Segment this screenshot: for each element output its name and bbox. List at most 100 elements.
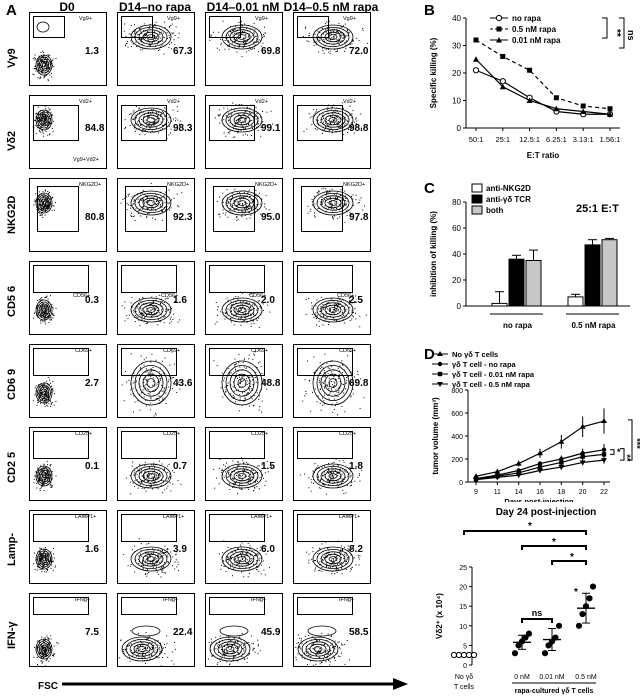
flow-dot <box>164 653 166 655</box>
flow-dot <box>311 204 313 206</box>
flow-dot <box>162 211 164 213</box>
flow-dot <box>147 381 149 382</box>
flow-dot <box>154 473 156 474</box>
flow-dot <box>143 364 145 366</box>
flow-dot <box>329 392 331 394</box>
flow-dot <box>236 472 238 474</box>
flow-dot <box>147 200 149 202</box>
flow-dot <box>51 471 53 473</box>
flow-dot <box>45 559 47 561</box>
flow-dot <box>345 203 347 205</box>
flow-dot <box>44 64 46 66</box>
flow-dot <box>168 117 170 119</box>
flow-dot <box>343 314 344 316</box>
flow-dot <box>230 211 232 213</box>
flow-dot <box>155 564 157 566</box>
flow-dot <box>140 215 142 217</box>
flow-dot <box>218 109 220 111</box>
flow-dot <box>239 44 241 46</box>
flow-dot <box>334 557 336 559</box>
flow-dot <box>330 474 332 476</box>
flow-plot <box>117 510 195 584</box>
flow-dot <box>46 208 48 209</box>
flow-dot <box>50 318 52 320</box>
flow-dot <box>163 301 165 303</box>
flow-dot <box>134 24 135 26</box>
flow-dot <box>140 564 142 566</box>
flow-dot <box>325 120 327 122</box>
flow-dot <box>241 380 243 382</box>
flow-contour <box>32 21 57 82</box>
flow-dot <box>219 114 221 116</box>
flow-dot <box>167 561 169 562</box>
flow-dot <box>153 558 155 560</box>
flow-dot <box>227 385 229 387</box>
flow-dot <box>47 644 49 646</box>
flow-dot <box>162 112 164 114</box>
flow-dot <box>42 67 44 69</box>
flow-dot <box>156 560 158 562</box>
flow-dot <box>318 51 320 53</box>
flow-dot <box>236 33 238 35</box>
flow-dot <box>350 128 352 130</box>
flow-dot <box>255 35 257 37</box>
flow-dot <box>319 569 321 571</box>
flow-dot <box>246 367 248 369</box>
flow-dot <box>248 33 250 35</box>
flow-dot <box>145 555 146 557</box>
flow-dot <box>158 555 160 557</box>
flow-dot <box>315 318 317 320</box>
flow-dot <box>322 382 324 383</box>
flow-dot <box>321 199 322 200</box>
flow-dot <box>230 31 232 33</box>
flow-dot <box>345 310 347 312</box>
flow-dot <box>358 556 360 558</box>
flow-dot <box>156 198 158 200</box>
flow-dot <box>152 367 154 368</box>
flow-dot <box>44 653 46 655</box>
flow-dot <box>225 312 227 314</box>
flow-dot <box>257 300 259 302</box>
flow-dot <box>41 567 43 569</box>
flow-dot <box>175 559 177 561</box>
flow-dot <box>338 386 340 388</box>
flow-dot <box>243 375 245 377</box>
flow-contour <box>118 625 176 666</box>
flow-contour-line <box>316 549 350 570</box>
flow-dot <box>306 128 308 130</box>
flow-dot <box>221 468 223 470</box>
flow-dot <box>145 383 147 385</box>
flow-dot <box>44 389 46 391</box>
flow-dot <box>43 649 45 650</box>
flow-dot <box>53 404 55 406</box>
flow-dot <box>136 479 138 481</box>
flow-dot <box>243 38 244 40</box>
flow-dot <box>142 129 144 131</box>
flow-dot <box>272 123 274 125</box>
flow-dot <box>337 121 339 123</box>
flow-dot <box>334 48 336 50</box>
flow-dot <box>247 483 249 485</box>
flow-dot <box>169 482 171 484</box>
flow-dot <box>135 117 137 119</box>
flow-dot <box>240 129 242 131</box>
flow-dot <box>242 214 244 215</box>
flow-dot <box>238 554 239 556</box>
flow-dot <box>50 295 51 297</box>
flow-dot <box>38 55 40 57</box>
flow-dot <box>249 29 251 31</box>
flow-dot <box>159 49 161 51</box>
flow-dot <box>250 208 252 210</box>
flow-dot <box>243 40 245 41</box>
flow-dot <box>258 51 260 53</box>
flow-contour-line <box>221 463 263 489</box>
flow-dot <box>161 311 163 313</box>
flow-dot <box>225 389 227 391</box>
flow-dot <box>329 53 331 55</box>
flow-dot <box>39 394 41 396</box>
flow-dot <box>243 462 245 464</box>
flow-dot <box>242 47 244 48</box>
flow-dot <box>329 476 331 478</box>
flow-dot <box>37 564 39 566</box>
flow-dot <box>48 481 50 483</box>
